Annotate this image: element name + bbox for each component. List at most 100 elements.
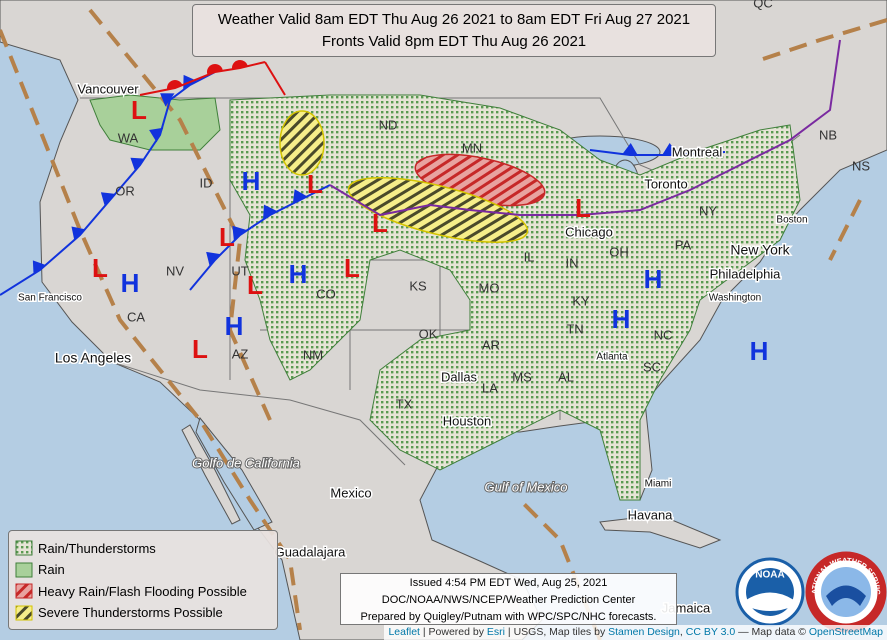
attribution-text: — Map data ©	[735, 626, 809, 638]
severe-area	[279, 110, 325, 176]
low-pressure-center: L	[247, 270, 263, 300]
attribution-link[interactable]: Leaflet	[388, 626, 420, 638]
issued-line: Issued 4:54 PM EDT Wed, Aug 25, 2021	[409, 577, 608, 589]
high-pressure-center: H	[289, 259, 308, 289]
state-label: TN	[566, 321, 583, 336]
state-label: TX	[396, 396, 413, 411]
state-label: KY	[572, 293, 590, 308]
legend-label: Rain/Thunderstorms	[38, 540, 156, 556]
state-label: AZ	[232, 346, 249, 361]
state-label: NM	[303, 347, 323, 362]
state-label: NV	[166, 263, 184, 278]
state-label: WA	[118, 130, 139, 145]
city-label: Dallas	[441, 369, 478, 384]
high-pressure-center: H	[242, 166, 261, 196]
troughs-shape	[828, 199, 862, 261]
legend-label: Heavy Rain/Flash Flooding Possible	[38, 583, 247, 599]
legend: Rain/Thunderstorms Rain Heavy Rain/Flash F…	[8, 530, 278, 630]
low-pressure-center: L	[219, 222, 235, 252]
attribution-link[interactable]: OpenStreetMap	[808, 626, 883, 638]
attribution-text: ,	[679, 626, 686, 638]
issued-line: Prepared by Quigley/Putnam with WPC/SPC/…	[360, 611, 657, 623]
attribution-link[interactable]: CC BY 3.0	[685, 626, 736, 638]
low-pressure-center: L	[307, 169, 323, 199]
header-box: Weather Valid 8am EDT Thu Aug 26 2021 to…	[192, 4, 716, 57]
city-label: Mexico	[330, 485, 371, 500]
state-label: NC	[654, 327, 673, 342]
legend-swatch	[15, 562, 33, 577]
issued-line: DOC/NOAA/NWS/NCEP/Weather Prediction Cen…	[381, 594, 636, 606]
legend-item: Rain	[15, 561, 65, 579]
city-label: San Francisco	[18, 293, 82, 304]
city-label: Havana	[628, 507, 674, 522]
legend-label: Severe Thunderstorms Possible	[38, 605, 223, 620]
state-label: IL	[524, 249, 535, 264]
city-label: Los Angeles	[55, 350, 131, 366]
state-label: NY	[699, 203, 717, 218]
state-label: KS	[409, 278, 427, 293]
land-shape	[181, 424, 241, 525]
land-shape	[599, 514, 722, 549]
severe-area	[347, 177, 529, 243]
city-label: Houston	[443, 413, 491, 428]
state-label: CA	[127, 309, 145, 324]
legend-swatch-fill	[15, 605, 33, 620]
fronts-shape	[264, 61, 286, 96]
state-label: MS	[512, 369, 532, 384]
high-pressure-center: H	[750, 336, 769, 366]
attribution-link[interactable]: Esri	[486, 626, 506, 638]
state-label: OH	[609, 244, 629, 259]
state-label: AR	[482, 337, 500, 352]
issued-box: Issued 4:54 PM EDT Wed, Aug 25, 2021 DOC/…	[340, 573, 677, 625]
city-label: Philadelphia	[710, 266, 782, 281]
fronts-shape	[139, 60, 266, 96]
legend-swatch-fill	[15, 540, 33, 556]
state-label: NB	[819, 127, 837, 142]
state-label: ID	[200, 175, 213, 190]
state-label: OK	[419, 326, 438, 341]
header-line: Fronts Valid 8pm EDT Thu Aug 26 2021	[321, 33, 587, 50]
logos-shape	[826, 585, 866, 606]
header-line: Weather Valid 8am EDT Thu Aug 26 2021 to…	[217, 11, 691, 28]
low-pressure-center: L	[344, 253, 360, 283]
legend-item: Rain/Thunderstorms	[15, 539, 156, 557]
legend-label: Rain	[38, 562, 65, 577]
legend-swatch	[15, 605, 33, 620]
state-label: IN	[566, 255, 579, 270]
attribution-link[interactable]: Stamen Design	[608, 626, 680, 638]
high-pressure-center: H	[121, 268, 140, 298]
fronts-shape	[329, 39, 841, 217]
water-label: Golfo de California	[192, 455, 300, 470]
legend-swatch	[15, 583, 33, 599]
fronts-shape	[189, 184, 331, 291]
low-pressure-center: L	[92, 253, 108, 283]
fronts-shape	[589, 143, 726, 156]
high-pressure-center: H	[612, 304, 631, 334]
state-label: AL	[558, 369, 574, 384]
state-label: QC	[753, 0, 773, 10]
city-label: Toronto	[644, 176, 687, 191]
city-label: Guadalajara	[275, 544, 347, 559]
low-pressure-center: L	[575, 193, 591, 223]
legend-item: Heavy Rain/Flash Flooding Possible	[15, 582, 247, 600]
legend-swatch-fill	[15, 562, 33, 577]
state-label: MO	[479, 280, 500, 295]
state-label: NS	[852, 158, 870, 173]
state-label: OR	[115, 183, 135, 198]
city-label: Washington	[709, 293, 761, 304]
legend-swatch-fill	[15, 583, 33, 599]
attribution: Leaflet | Powered by Esri | USGS, Map ti…	[384, 625, 887, 640]
state-label: CO	[316, 286, 336, 301]
high-pressure-center: H	[644, 264, 663, 294]
state-label: MN	[462, 140, 482, 155]
high-pressure-center: H	[225, 311, 244, 341]
low-pressure-center: L	[131, 95, 147, 125]
low-pressure-center: L	[192, 334, 208, 364]
map-labels: WA OR ID NV CA UT AZ ND MN CO NM KS OK TX MO AR LA MS AL IL…	[17, 0, 871, 617]
logos-shape	[746, 592, 794, 611]
state-label: SC	[643, 359, 661, 374]
state-label: UT	[231, 263, 248, 278]
